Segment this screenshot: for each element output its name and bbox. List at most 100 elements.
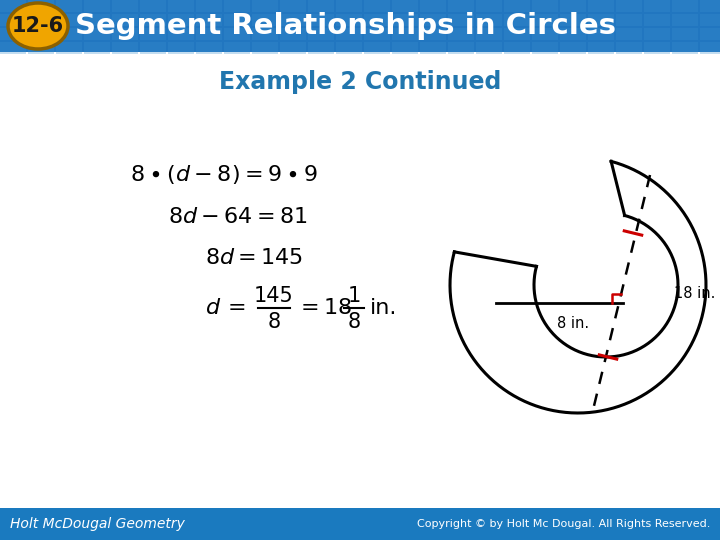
Bar [168, 28, 194, 40]
Bar [308, 42, 334, 54]
Bar [364, 42, 390, 54]
Bar [224, 14, 250, 26]
Bar [168, 0, 194, 12]
Bar [420, 28, 446, 40]
Text: in.: in. [370, 298, 397, 318]
Bar [560, 14, 586, 26]
Bar [448, 42, 474, 54]
Bar [560, 42, 586, 54]
Bar [504, 28, 530, 40]
Bar [252, 28, 278, 40]
Bar [672, 14, 698, 26]
Bar [56, 28, 82, 40]
Bar [0, 0, 720, 52]
Text: Holt McDougal Geometry: Holt McDougal Geometry [10, 517, 185, 531]
Bar [392, 0, 418, 12]
Bar [672, 0, 698, 12]
Bar [336, 14, 362, 26]
Bar [140, 42, 166, 54]
Bar [336, 28, 362, 40]
Bar [364, 0, 390, 12]
Bar [56, 0, 82, 12]
Bar [616, 0, 642, 12]
Bar [224, 0, 250, 12]
Bar [28, 0, 54, 12]
Bar [420, 0, 446, 12]
Bar [700, 28, 720, 40]
Bar [476, 42, 502, 54]
Bar [56, 14, 82, 26]
Text: $8d = 145$: $8d = 145$ [205, 248, 303, 268]
Bar [0, 28, 26, 40]
Bar [56, 42, 82, 54]
Text: $8 \bullet (d - 8) = 9 \bullet 9$: $8 \bullet (d - 8) = 9 \bullet 9$ [130, 164, 318, 186]
Bar [112, 14, 138, 26]
Bar [616, 14, 642, 26]
Text: $d\/ =$: $d\/ =$ [205, 298, 246, 318]
Bar [448, 0, 474, 12]
Bar [504, 42, 530, 54]
Bar [392, 14, 418, 26]
Bar [336, 42, 362, 54]
Bar [476, 28, 502, 40]
Bar [644, 14, 670, 26]
Bar [476, 0, 502, 12]
Bar [672, 28, 698, 40]
Bar [364, 28, 390, 40]
Text: $8d - 64 = 81$: $8d - 64 = 81$ [168, 207, 307, 227]
Bar [448, 28, 474, 40]
Ellipse shape [8, 3, 68, 49]
Bar [252, 0, 278, 12]
Bar [140, 28, 166, 40]
Bar [0, 0, 26, 12]
Bar [140, 14, 166, 26]
Bar [644, 42, 670, 54]
Text: 8 in.: 8 in. [557, 315, 589, 330]
Bar [196, 0, 222, 12]
Bar [84, 14, 110, 26]
Bar [532, 28, 558, 40]
Bar [588, 0, 614, 12]
Bar [84, 42, 110, 54]
Bar [168, 14, 194, 26]
Bar [252, 14, 278, 26]
Bar [28, 14, 54, 26]
Bar [336, 0, 362, 12]
Bar [196, 28, 222, 40]
Bar [700, 42, 720, 54]
Text: 8: 8 [348, 312, 361, 332]
Bar [280, 14, 306, 26]
Bar [0, 14, 26, 26]
Bar [420, 42, 446, 54]
Text: $= 18$: $= 18$ [296, 298, 352, 318]
Bar [588, 28, 614, 40]
Bar [224, 42, 250, 54]
Bar [448, 14, 474, 26]
Bar [112, 28, 138, 40]
Bar [504, 0, 530, 12]
Text: Example 2 Continued: Example 2 Continued [219, 70, 501, 94]
Bar [392, 42, 418, 54]
Bar [280, 42, 306, 54]
Bar [280, 28, 306, 40]
Bar [420, 14, 446, 26]
Bar [28, 28, 54, 40]
Bar [168, 42, 194, 54]
Bar [28, 42, 54, 54]
Bar [308, 0, 334, 12]
Bar [672, 42, 698, 54]
Bar [644, 28, 670, 40]
Text: 145: 145 [254, 286, 294, 306]
Bar [84, 0, 110, 12]
Text: 12-6: 12-6 [12, 16, 64, 36]
Bar [616, 42, 642, 54]
Bar [588, 42, 614, 54]
Bar [532, 0, 558, 12]
Bar [700, 0, 720, 12]
Bar [112, 42, 138, 54]
Bar [560, 28, 586, 40]
Bar [644, 0, 670, 12]
Bar [308, 28, 334, 40]
Text: 8: 8 [267, 312, 281, 332]
Bar [504, 14, 530, 26]
